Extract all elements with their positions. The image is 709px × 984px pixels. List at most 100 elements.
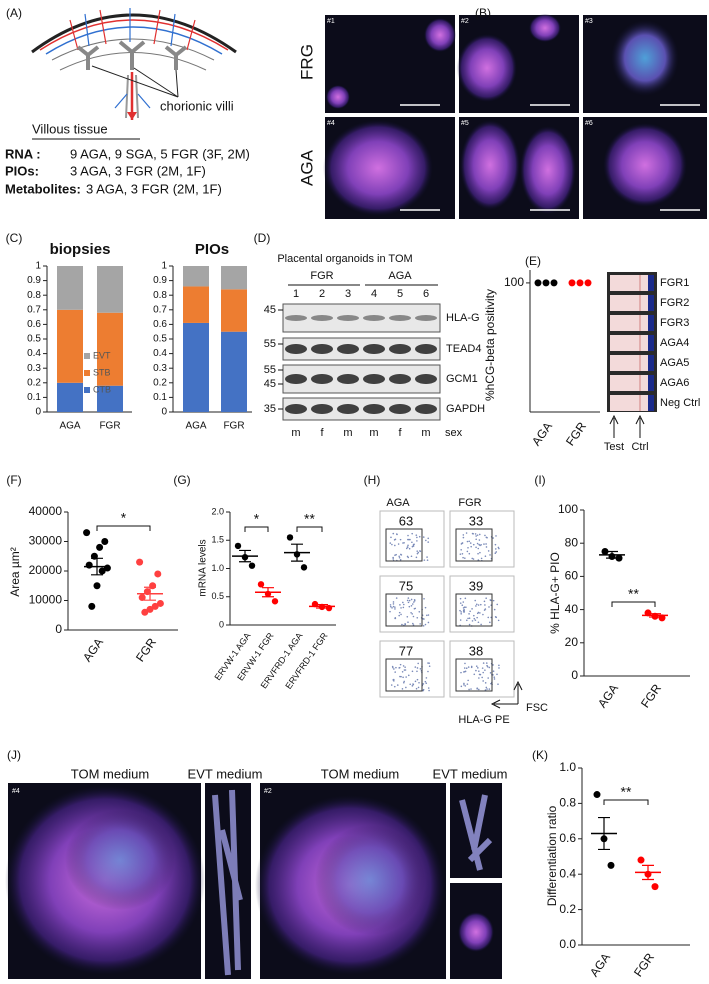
medium-label: EVT medium: [188, 766, 263, 781]
y-tick-label: 100: [504, 275, 524, 289]
significance-label: **: [304, 511, 315, 527]
y-tick-label: 20000: [29, 563, 63, 577]
event: [487, 616, 490, 619]
event: [482, 662, 485, 664]
event: [389, 604, 392, 606]
error-bar: [606, 550, 618, 559]
bar-segment: [57, 382, 83, 412]
event: [413, 598, 416, 601]
event: [496, 603, 499, 606]
gate: [385, 593, 423, 627]
x-tick-label: AGA: [185, 421, 206, 432]
event: [476, 612, 479, 615]
event: [473, 617, 476, 620]
bar-segment: [221, 266, 247, 290]
gate-percentage: 75: [399, 578, 413, 593]
event: [408, 547, 411, 550]
bar-segment: [57, 266, 83, 310]
image-label: #2: [461, 18, 469, 25]
event: [465, 532, 468, 534]
strip-end: [648, 275, 654, 291]
image-label: #4: [12, 788, 20, 795]
significance-bracket: [603, 799, 649, 805]
strip-label: FGR3: [660, 317, 689, 329]
y-tick-label: 2.0: [211, 506, 224, 516]
sex-label: f: [398, 427, 402, 439]
event: [489, 621, 491, 624]
event: [484, 669, 486, 671]
protein-label: TEAD4: [446, 343, 481, 355]
event: [393, 680, 395, 682]
event: [463, 606, 466, 608]
event: [391, 665, 394, 668]
event: [416, 667, 419, 669]
row-label: PIOs:: [5, 163, 39, 178]
event: [389, 610, 391, 613]
y-tick-label: 0.8: [27, 290, 41, 301]
event: [465, 606, 467, 609]
error-bar: [262, 587, 274, 598]
gate-percentage: 39: [469, 578, 483, 593]
event: [422, 536, 425, 538]
strip-end: [648, 315, 654, 331]
event: [496, 673, 498, 676]
band: [363, 404, 385, 414]
event: [477, 552, 479, 555]
mw-marker: 35: [264, 403, 276, 415]
y-tick-label: 0.1: [27, 392, 41, 403]
event: [410, 611, 412, 614]
event: [488, 688, 491, 690]
x-tick-label: FGR: [133, 635, 159, 664]
event: [416, 540, 418, 542]
event: [416, 552, 419, 555]
event: [408, 599, 411, 602]
event: [399, 604, 401, 606]
event: [427, 662, 429, 664]
event: [402, 606, 405, 609]
event: [462, 534, 465, 536]
event: [485, 546, 488, 548]
event: [426, 559, 429, 561]
y-axis-title: mRNA levels: [198, 539, 209, 596]
event: [464, 597, 467, 600]
event: [466, 683, 469, 685]
data-point: [88, 602, 96, 610]
data-point: [542, 279, 550, 287]
event: [419, 668, 422, 670]
event: [422, 683, 425, 685]
event: [484, 555, 487, 558]
y-tick-label: 0: [35, 407, 41, 418]
row-value: 3 AGA, 3 FGR (2M, 1F): [70, 163, 206, 178]
y-axis-title: %hCG-beta positivity: [483, 289, 497, 401]
event: [412, 545, 415, 547]
event: [411, 613, 414, 615]
event: [391, 607, 393, 609]
sex-label: f: [320, 427, 324, 439]
event: [396, 684, 399, 686]
y-tick-label: 0.7: [153, 304, 167, 315]
event: [406, 599, 409, 602]
event: [426, 614, 428, 617]
event: [392, 558, 394, 560]
data-point: [146, 605, 154, 613]
event: [412, 624, 415, 626]
event: [467, 679, 469, 682]
medium-label: EVT medium: [433, 766, 508, 781]
event: [428, 665, 431, 668]
event: [427, 614, 430, 616]
arrow: [609, 414, 619, 438]
y-tick-label: 0.3: [153, 363, 167, 374]
data-point: [85, 561, 93, 569]
event: [477, 604, 480, 606]
event: [468, 552, 471, 555]
event: [490, 682, 492, 685]
event: [474, 619, 477, 621]
event: [475, 669, 477, 672]
data-point: [151, 602, 159, 610]
event: [488, 666, 491, 669]
event: [470, 688, 472, 690]
event: [461, 552, 464, 555]
data-point: [156, 599, 164, 607]
panel-label: (K): [532, 748, 548, 762]
event: [398, 555, 400, 558]
